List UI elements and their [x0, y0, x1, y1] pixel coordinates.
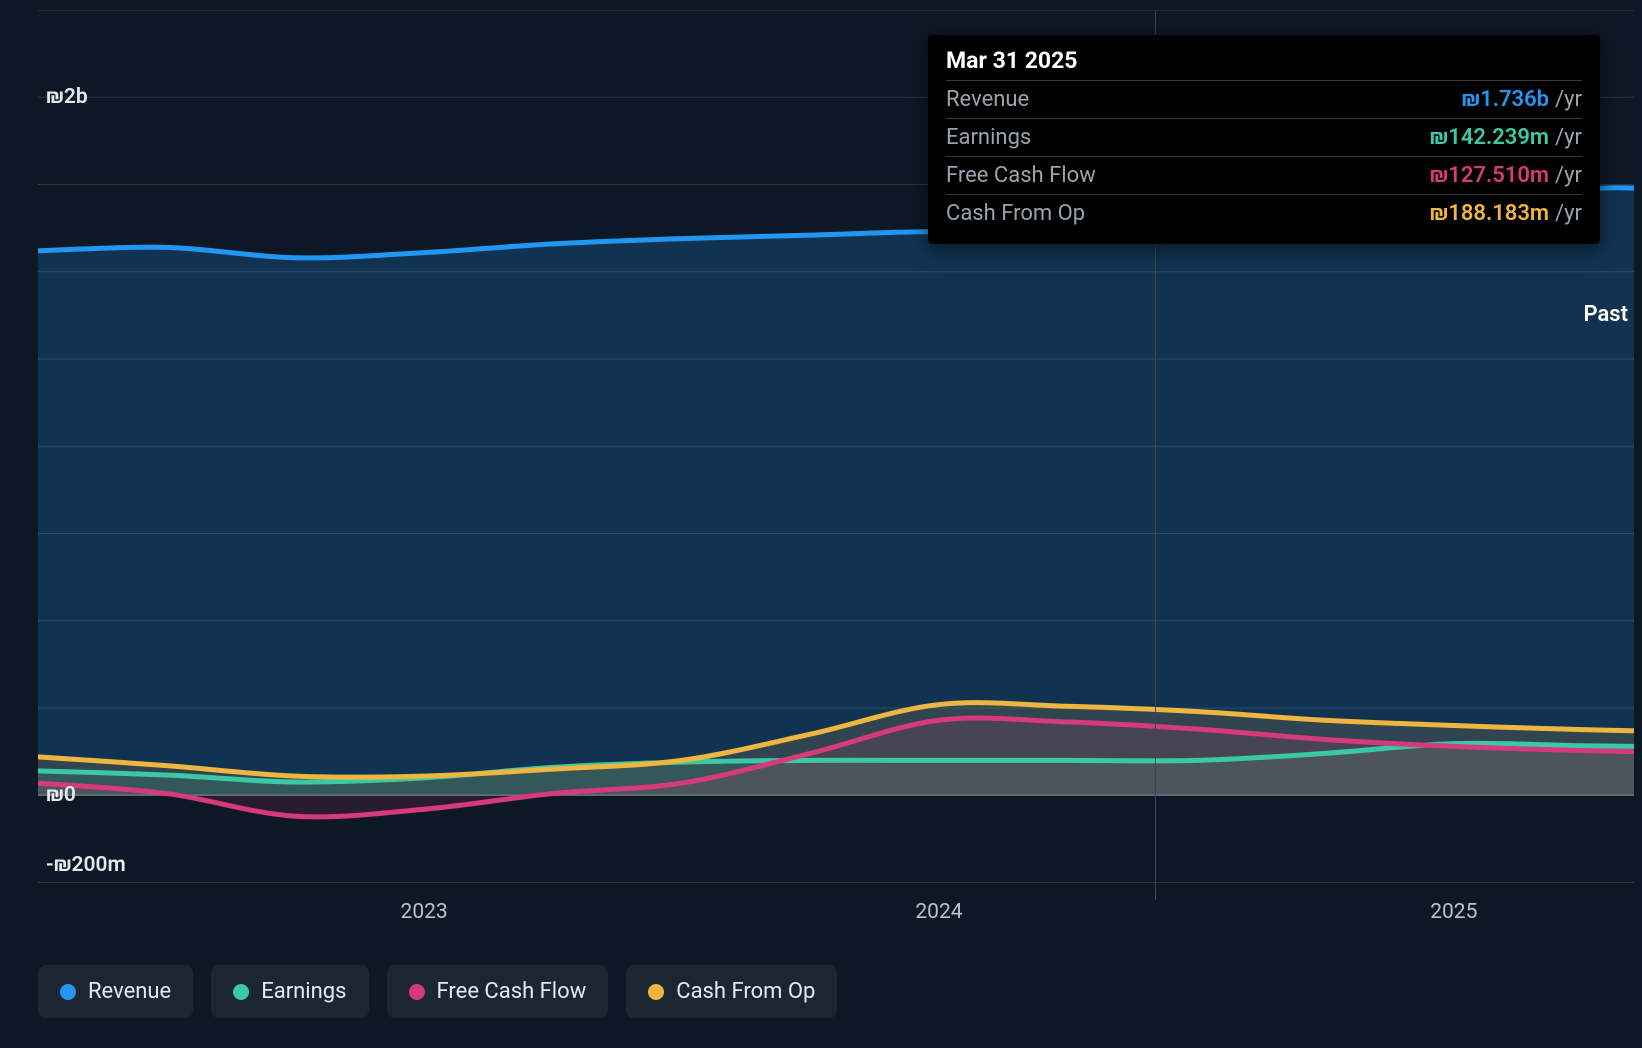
tooltip-row: Cash From Op ₪188.183m/yr — [946, 195, 1582, 232]
legend-item-cash_from_op[interactable]: Cash From Op — [626, 965, 837, 1018]
tooltip-metric: Free Cash Flow — [946, 163, 1096, 188]
legend-dot-icon — [233, 984, 249, 1000]
legend-label: Cash From Op — [676, 979, 815, 1004]
tooltip-value: ₪142.239m/yr — [1430, 125, 1582, 150]
series-area-revenue — [38, 188, 1634, 796]
x-axis-label: 2024 — [915, 900, 962, 924]
tooltip-row: Free Cash Flow ₪127.510m/yr — [946, 157, 1582, 195]
tooltip-date: Mar 31 2025 — [946, 47, 1582, 81]
tooltip-value: ₪188.183m/yr — [1430, 201, 1582, 226]
legend-dot-icon — [60, 984, 76, 1000]
past-label: Past — [1583, 302, 1628, 327]
legend-dot-icon — [409, 984, 425, 1000]
y-axis-label: ₪2b — [46, 85, 88, 109]
tooltip-value: ₪127.510m/yr — [1430, 163, 1582, 188]
tooltip-metric: Revenue — [946, 87, 1029, 112]
legend-dot-icon — [648, 984, 664, 1000]
tooltip-row: Earnings ₪142.239m/yr — [946, 119, 1582, 157]
legend-label: Free Cash Flow — [437, 979, 587, 1004]
y-axis-label: -₪200m — [46, 853, 126, 877]
tooltip-metric: Cash From Op — [946, 201, 1085, 226]
chart-legend: Revenue Earnings Free Cash Flow Cash From O… — [38, 965, 837, 1018]
x-axis-label: 2023 — [401, 900, 448, 924]
legend-item-earnings[interactable]: Earnings — [211, 965, 368, 1018]
x-axis-label: 2025 — [1430, 900, 1477, 924]
hover-tooltip: Mar 31 2025 Revenue ₪1.736b/yr Earnings ₪14… — [928, 35, 1600, 244]
y-axis-label: ₪0 — [46, 783, 76, 807]
legend-label: Earnings — [261, 979, 346, 1004]
legend-item-revenue[interactable]: Revenue — [38, 965, 193, 1018]
tooltip-row: Revenue ₪1.736b/yr — [946, 81, 1582, 119]
tooltip-value: ₪1.736b/yr — [1461, 87, 1582, 112]
legend-item-free_cash_flow[interactable]: Free Cash Flow — [387, 965, 609, 1018]
legend-label: Revenue — [88, 979, 171, 1004]
tooltip-metric: Earnings — [946, 125, 1031, 150]
